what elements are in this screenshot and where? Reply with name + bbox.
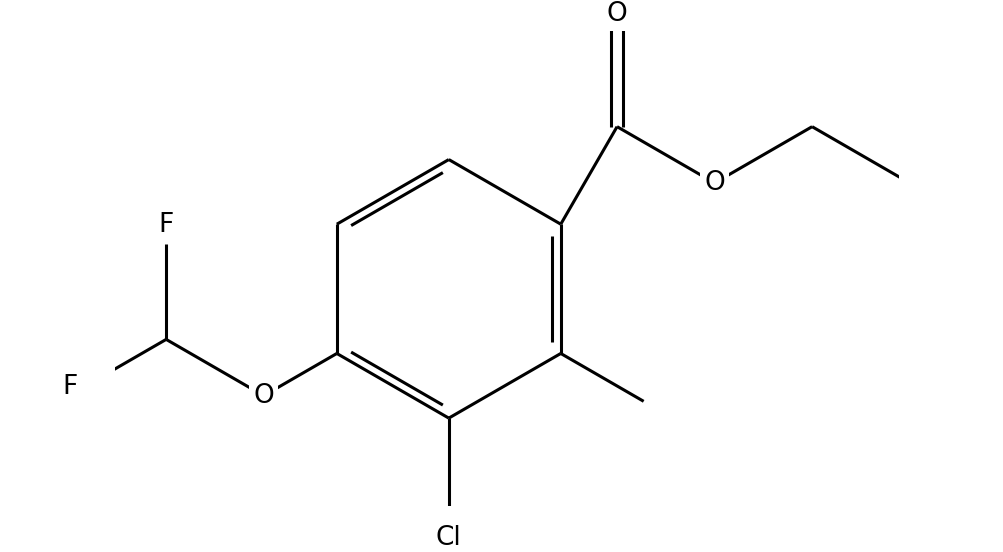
Text: F: F bbox=[158, 212, 174, 238]
Text: O: O bbox=[703, 170, 724, 196]
Text: F: F bbox=[62, 374, 77, 400]
Text: O: O bbox=[253, 383, 274, 408]
Text: O: O bbox=[606, 1, 627, 27]
Text: Cl: Cl bbox=[435, 526, 461, 551]
